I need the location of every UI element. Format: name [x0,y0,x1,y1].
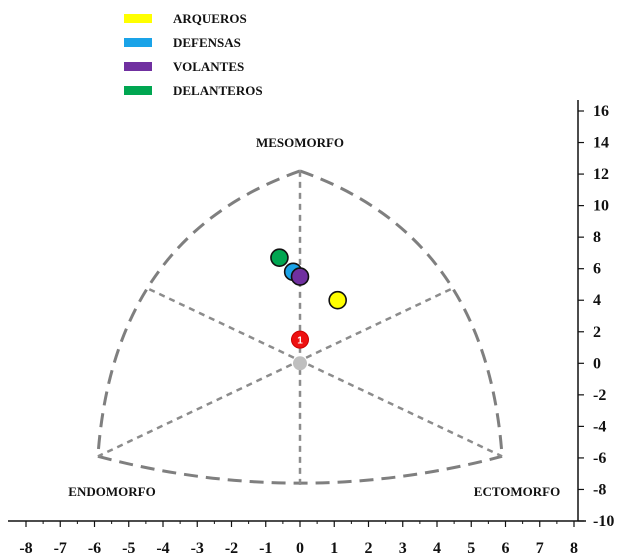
legend-swatch [124,14,152,23]
x-tick-label: -8 [19,540,32,557]
frame-arc-left [96,169,301,457]
y-tick-label: 2 [593,324,601,341]
legend-label: VOLANTES [173,59,244,74]
x-tick-label: 0 [296,540,304,557]
point-volantes [290,267,310,286]
label-mesomorph: MESOMORFO [256,135,344,150]
legend-swatch [124,38,152,47]
reference-point-label: 1 [297,336,303,347]
x-tick-label: -5 [122,540,135,557]
legend-label: DEFENSAS [173,35,241,50]
x-tick-label: 5 [467,540,475,557]
x-tick-label: 1 [330,540,338,557]
y-tick-label: 4 [593,292,601,309]
label-endomorph: ENDOMORFO [68,484,155,499]
x-tick-label: -7 [54,540,67,557]
somatochart-frame [96,169,504,490]
origin-point [293,356,307,371]
y-tick-label: 6 [593,261,601,278]
y-tick-label: -10 [593,513,614,530]
x-tick-label: 3 [399,540,407,557]
y-tick-label: 14 [593,135,609,152]
x-tick-label: -3 [191,540,204,557]
x-tick-label: -2 [225,540,238,557]
corner-labels: MESOMORFO ENDOMORFO ECTOMORFO [68,135,560,499]
point-arqueros [328,290,347,310]
y-tick-label: -2 [593,387,606,404]
x-tick-label: -1 [259,540,272,557]
legend-swatch [124,62,152,71]
x-tick-label: -4 [156,540,169,557]
x-tick-label: 7 [536,540,544,557]
y-tick-label: 8 [593,229,601,246]
legend-label: DELANTEROS [173,83,263,98]
y-tick-label: 12 [593,166,609,183]
y-tick-label: -8 [593,481,606,498]
data-points: 1 [270,248,347,371]
y-tick-label: 10 [593,198,609,215]
x-tick-label: 6 [502,540,510,557]
y-tick-label: 0 [593,355,601,372]
x-tick-label: -6 [88,540,101,557]
reference-point [291,330,309,349]
y-tick-label: 16 [593,103,609,120]
label-ectomorph: ECTOMORFO [474,484,560,499]
point-delanteros [270,248,289,267]
x-tick-label: 8 [570,540,578,557]
frame-arc-right [299,169,504,457]
axes: -8 -7 -6 -5 -4 -3 -2 -1 0 1 2 3 4 5 6 7 81614121086420-2… [8,100,614,557]
legend-label: ARQUEROS [173,11,247,26]
legend: ARQUEROS DEFENSAS VOLANTES DELANTEROS [124,11,263,98]
frame-line-diagonal-right [97,288,452,458]
x-tick-label: 2 [365,540,373,557]
frame-line-diagonal-left [148,288,503,458]
legend-swatch [124,86,152,95]
y-tick-label: -4 [593,418,606,435]
y-tick-label: -6 [593,450,606,467]
x-tick-label: 4 [433,540,441,557]
